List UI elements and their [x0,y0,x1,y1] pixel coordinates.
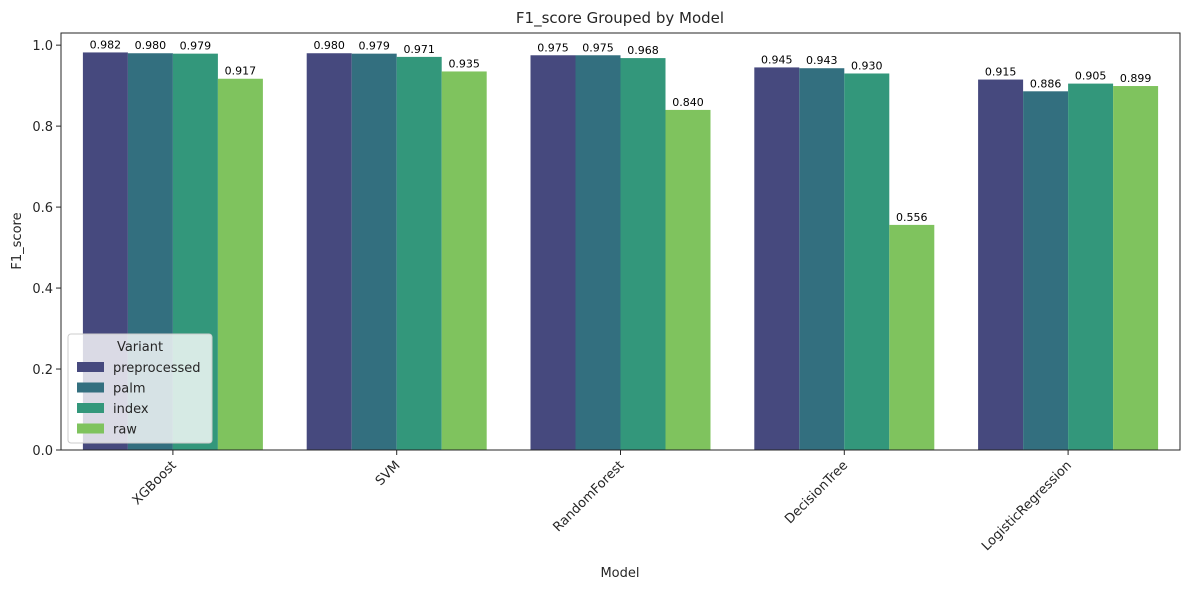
data-label-index-DecisionTree: 0.930 [851,59,883,72]
data-label-palm-DecisionTree: 0.943 [806,54,838,67]
data-label-preprocessed-LogisticRegression: 0.915 [985,66,1017,79]
data-label-raw-DecisionTree: 0.556 [896,211,928,224]
bar-palm-DecisionTree [799,68,845,451]
bar-raw-LogisticRegression [1113,86,1159,450]
bars-group [82,52,1159,451]
y-tick-label: 1.0 [32,39,53,54]
data-label-raw-SVM: 0.935 [448,57,480,70]
data-label-raw-LogisticRegression: 0.899 [1120,72,1152,85]
bar-palm-RandomForest [575,55,621,450]
x-tick-label-SVM: SVM [373,458,404,489]
data-label-raw-RandomForest: 0.840 [672,96,704,109]
legend-label-palm: palm [113,382,146,397]
data-label-raw-XGBoost: 0.917 [225,65,257,78]
data-label-preprocessed-DecisionTree: 0.945 [761,53,793,66]
y-tick-label: 0.2 [32,363,53,378]
bar-raw-RandomForest [665,109,711,450]
legend-label-raw: raw [113,423,137,438]
data-label-index-XGBoost: 0.979 [180,40,212,53]
x-tick-label-XGBoost: XGBoost [130,458,180,508]
y-axis: 0.0 0.2 0.4 0.6 0.8 1.0 [32,39,61,459]
data-label-index-LogisticRegression: 0.905 [1075,70,1107,83]
y-axis-label: F1_score [10,212,25,269]
data-label-palm-RandomForest: 0.975 [582,41,614,54]
data-label-palm-XGBoost: 0.980 [135,39,167,52]
bar-preprocessed-DecisionTree [754,67,800,450]
bar-preprocessed-SVM [306,53,352,451]
x-axis-label: Model [600,566,639,581]
legend-title: Variant [117,340,163,355]
bar-palm-SVM [351,53,397,450]
bar-preprocessed-LogisticRegression [978,79,1024,450]
legend-label-index: index [113,402,149,417]
data-label-preprocessed-SVM: 0.980 [313,39,345,52]
bar-raw-DecisionTree [889,224,935,450]
data-label-palm-SVM: 0.979 [358,40,390,53]
legend-box [67,333,213,444]
legend-label-preprocessed: preprocessed [113,361,201,376]
data-labels-group: 0.982 0.980 0.979 0.917 0.980 0.979 0.971 0.935… [90,38,1152,223]
bar-index-DecisionTree [844,73,890,450]
bar-palm-LogisticRegression [1023,91,1069,451]
bar-index-LogisticRegression [1068,83,1114,450]
legend-swatch-index [77,403,104,413]
bar-index-RandomForest [620,58,666,450]
bar-preprocessed-RandomForest [530,55,576,450]
y-tick-label: 0.4 [32,282,53,297]
x-tick-label-LogisticRegression: LogisticRegression [979,458,1075,554]
data-label-palm-LogisticRegression: 0.886 [1030,77,1062,90]
data-label-index-RandomForest: 0.968 [627,44,659,57]
y-tick-label: 0.8 [32,120,53,135]
legend-swatch-palm [77,382,104,393]
x-axis: XGBoost SVM RandomForest DecisionTree Logist… [130,450,1075,554]
legend-swatch-preprocessed [77,362,104,372]
chart-title: F1_score Grouped by Model [516,9,724,28]
data-label-preprocessed-XGBoost: 0.982 [90,38,122,51]
bar-raw-XGBoost [217,78,263,451]
bar-index-SVM [396,56,442,450]
legend: Variant preprocessed palm index raw [67,333,213,444]
x-tick-label-DecisionTree: DecisionTree [782,458,851,527]
data-label-preprocessed-RandomForest: 0.975 [537,41,569,54]
y-tick-label: 0.0 [32,444,53,459]
x-tick-label-RandomForest: RandomForest [550,458,627,535]
bar-raw-SVM [441,71,487,450]
data-label-index-SVM: 0.971 [403,43,435,56]
legend-swatch-raw [77,423,104,434]
y-tick-label: 0.6 [32,201,53,216]
